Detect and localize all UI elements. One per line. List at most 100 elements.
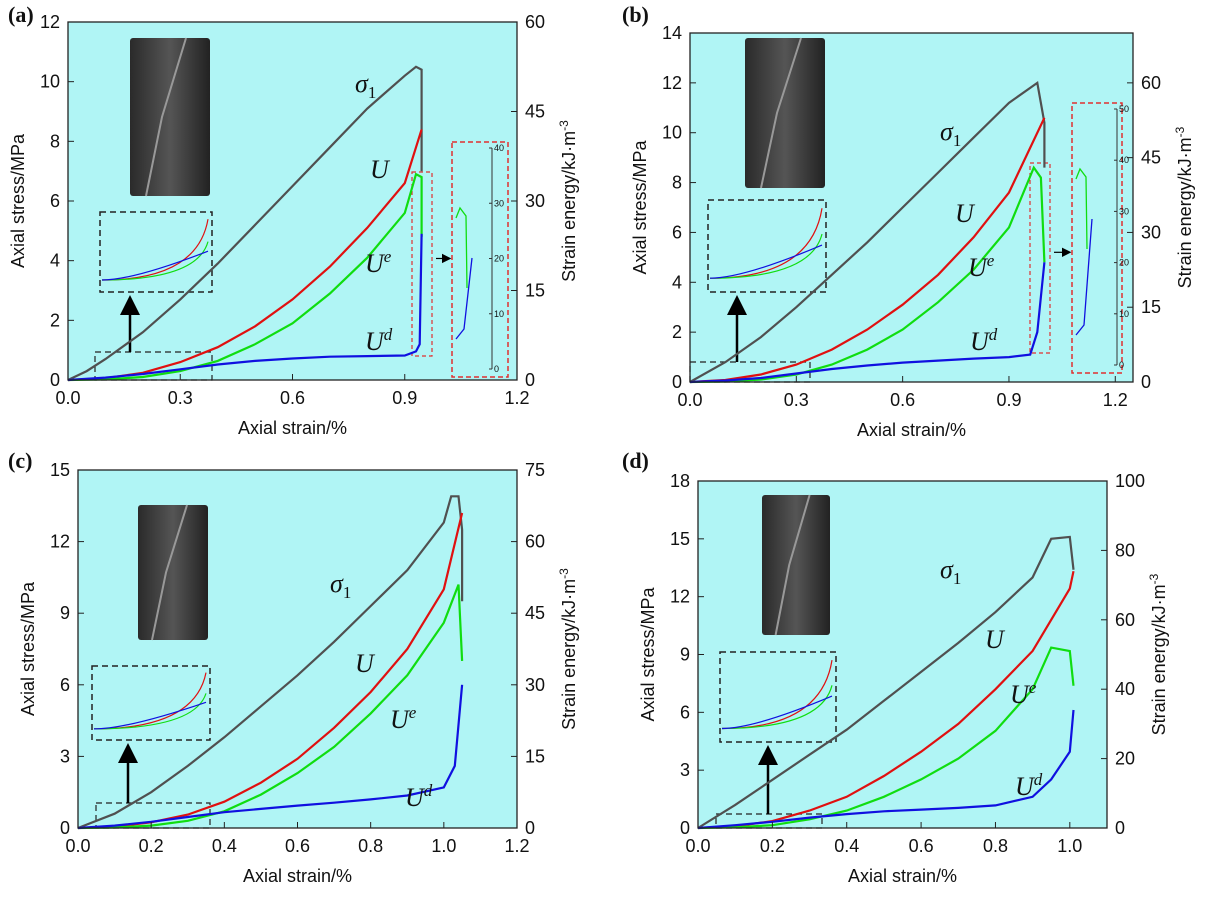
x-tick-label: 0.4: [212, 836, 237, 856]
panel-label: (c): [8, 448, 32, 473]
y-tick-label: 8: [50, 131, 60, 151]
zoom-curve: [93, 693, 207, 730]
y-tick-label: 0: [680, 818, 690, 838]
y-tick-label: 10: [662, 123, 682, 143]
series-label: U: [370, 155, 391, 184]
y2-tick-label: 60: [1141, 73, 1161, 93]
specimen-photo: [130, 38, 210, 196]
series-line: [67, 65, 423, 381]
y2-tick-label: 45: [525, 102, 545, 122]
detail-tick-label: 20: [494, 254, 504, 264]
series-label: σ1: [330, 569, 351, 602]
x-tick-label: 0.0: [55, 388, 80, 408]
series-name: σ: [940, 117, 954, 146]
y-axis-title: Axial stress/MPa: [638, 587, 658, 722]
y-tick-label: 3: [680, 760, 690, 780]
y2-axis-title-superscript: -3: [1147, 573, 1161, 584]
y-axis-title: Axial stress/MPa: [8, 133, 28, 268]
zoom-curve: [721, 695, 833, 730]
y2-tick-label: 75: [525, 460, 545, 480]
x-tick-label: 0.6: [285, 836, 310, 856]
series-line: [67, 172, 423, 382]
series-name: U: [970, 327, 991, 356]
y2-tick-label: 60: [525, 532, 545, 552]
series-subscript: 1: [953, 569, 962, 588]
zoom-curve: [101, 250, 209, 281]
detail-source-box: [411, 171, 433, 357]
y2-tick-label: 0: [1115, 818, 1125, 838]
detail-curve: [1075, 167, 1088, 250]
x-tick-label: 0.3: [168, 388, 193, 408]
y2-tick-label: 30: [525, 191, 545, 211]
series-line: [689, 81, 1046, 383]
y-tick-label: 0: [60, 818, 70, 838]
detail-curve: [455, 257, 473, 340]
x-tick-label: 1.0: [1057, 836, 1082, 856]
x-tick-label: 0.2: [760, 836, 785, 856]
y-tick-label: 12: [670, 587, 690, 607]
zoom-curve: [93, 701, 207, 730]
y-tick-label: 6: [680, 702, 690, 722]
y2-tick-label: 30: [525, 675, 545, 695]
series-line: [689, 262, 1046, 384]
series-label: Ud: [1015, 770, 1043, 801]
series-label: U: [355, 649, 376, 678]
y-tick-label: 12: [40, 12, 60, 32]
detail-source-box: [1029, 162, 1051, 354]
y-tick-label: 0: [672, 372, 682, 392]
y2-tick-label: 20: [1115, 749, 1135, 769]
series-name: U: [370, 155, 391, 184]
series-label: σ1: [940, 117, 961, 150]
y2-axis-title: Strain energy/kJ·m-3: [1147, 573, 1169, 735]
y2-tick-label: 15: [525, 746, 545, 766]
y-tick-label: 9: [680, 645, 690, 665]
series-name: σ: [940, 555, 954, 584]
series-line: [689, 165, 1046, 384]
y2-tick-label: 60: [525, 12, 545, 32]
series-name: U: [1015, 772, 1036, 801]
series-name: U: [955, 199, 976, 228]
zoom-box: [707, 199, 827, 293]
y-tick-label: 6: [50, 191, 60, 211]
detail-tick-label: 0: [494, 364, 499, 374]
detail-curve: [1075, 218, 1093, 336]
series-label: U: [955, 199, 976, 228]
y-tick-label: 2: [50, 310, 60, 330]
series-name: U: [968, 253, 989, 282]
y2-tick-label: 15: [525, 281, 545, 301]
y2-tick-label: 30: [1141, 222, 1161, 242]
y2-tick-label: 80: [1115, 540, 1135, 560]
zoom-curve: [709, 244, 823, 279]
y-tick-label: 9: [60, 603, 70, 623]
detail-tick-label: 0: [1119, 360, 1124, 370]
plot-frame: [689, 32, 1134, 383]
x-axis-title: Axial strain/%: [243, 866, 352, 886]
y-tick-label: 15: [50, 460, 70, 480]
y-tick-label: 4: [672, 272, 682, 292]
series-line: [77, 495, 464, 830]
series-name: σ: [330, 569, 344, 598]
series-name: U: [365, 249, 386, 278]
series-label: Ud: [405, 781, 433, 812]
series-superscript: e: [409, 703, 417, 722]
y-tick-label: 15: [670, 529, 690, 549]
x-tick-label: 0.6: [909, 836, 934, 856]
x-tick-label: 0.0: [65, 836, 90, 856]
specimen-photo: [138, 505, 208, 640]
zoom-box: [99, 211, 213, 293]
series-line: [697, 709, 1075, 830]
y-tick-label: 14: [662, 23, 682, 43]
zoom-curve: [709, 233, 823, 279]
y2-tick-label: 0: [525, 818, 535, 838]
zoom-curve: [721, 685, 833, 730]
series-name: U: [355, 649, 376, 678]
detail-tick-label: 10: [1119, 309, 1129, 319]
y2-axis-title-superscript: -3: [557, 568, 571, 579]
detail-tick-label: 20: [1119, 258, 1129, 268]
series-name: σ: [355, 69, 369, 98]
series-name: U: [390, 705, 411, 734]
y2-axis-title-text: Strain energy/kJ·m: [559, 579, 579, 730]
